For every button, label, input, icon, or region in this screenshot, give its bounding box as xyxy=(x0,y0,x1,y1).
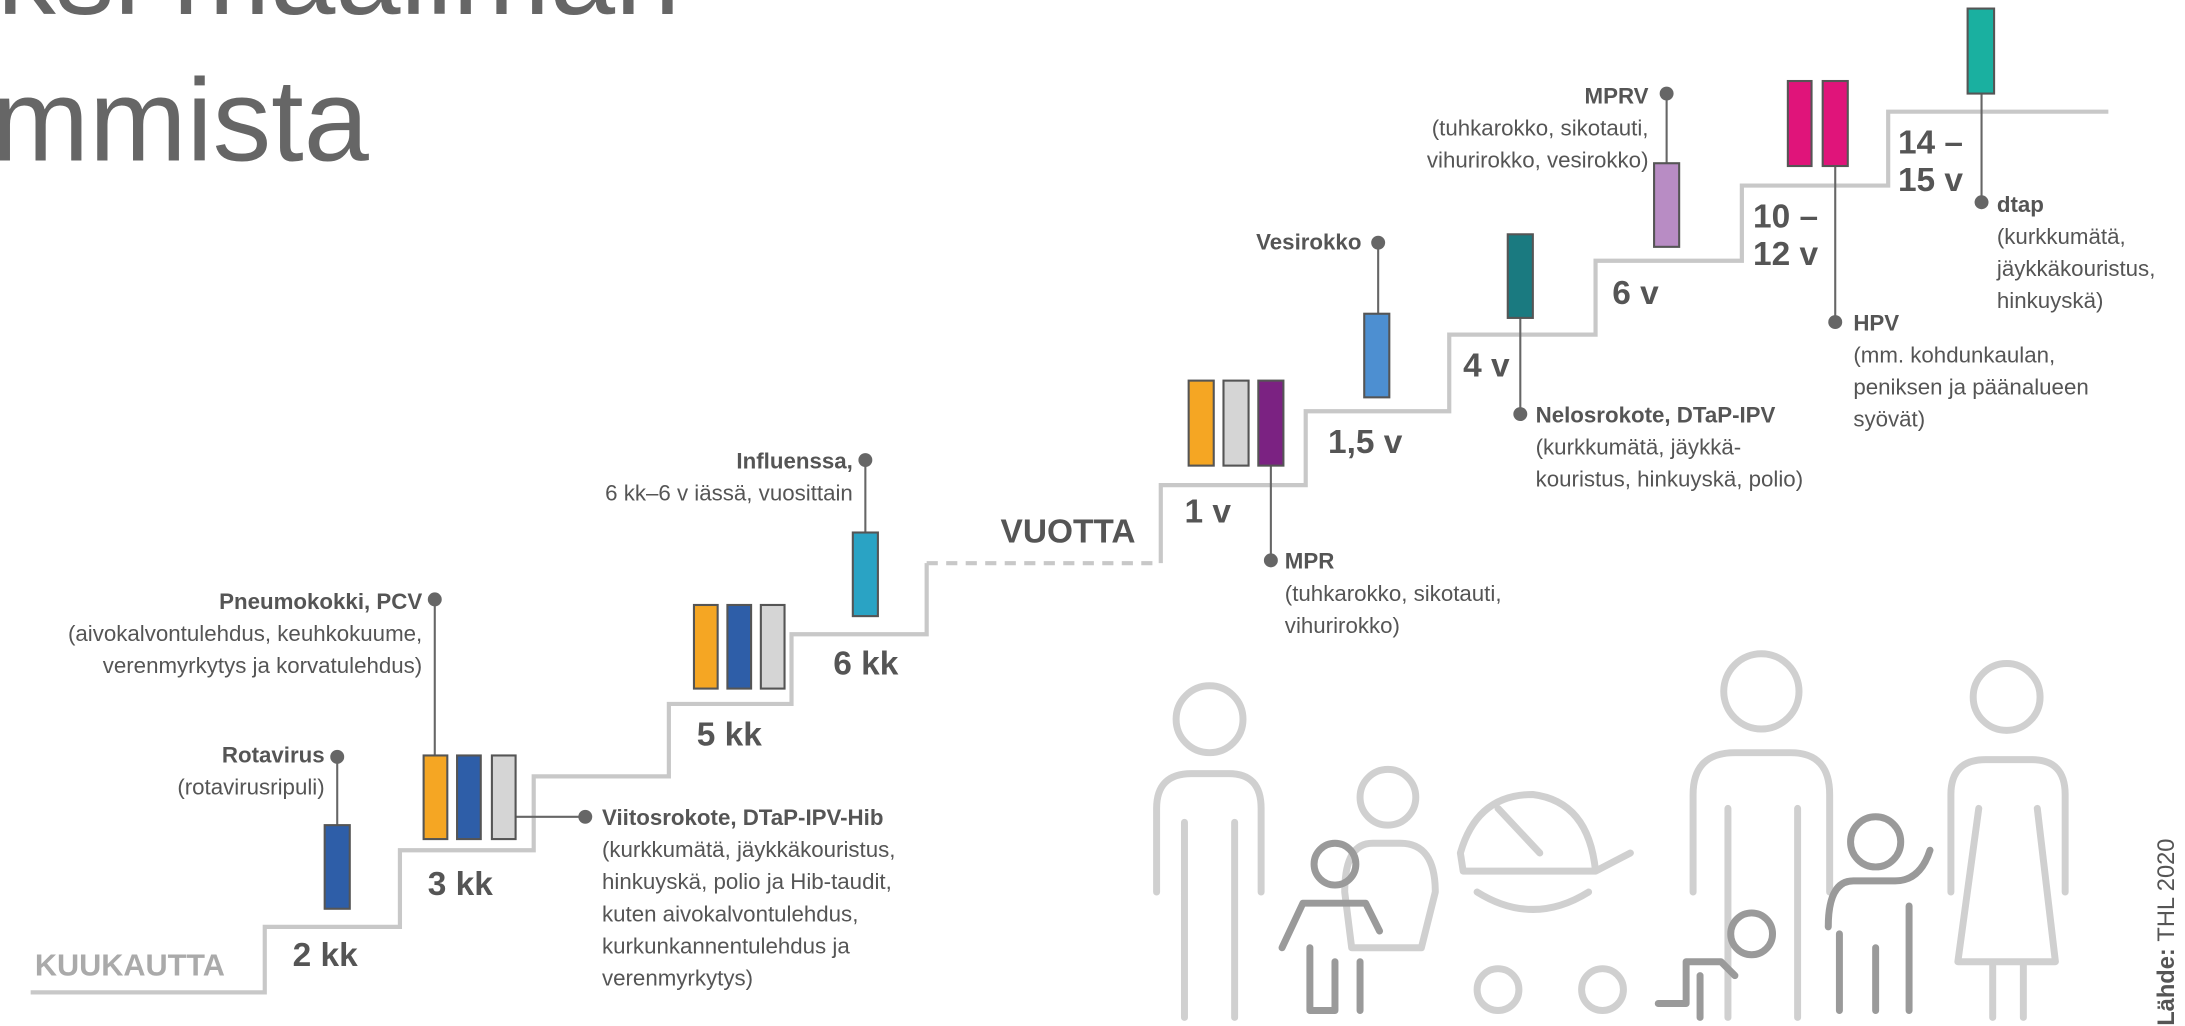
step-label: 6 kk xyxy=(833,646,898,683)
vaccine-description: (kurkkumätä, xyxy=(1997,224,2126,249)
vaccine-description: verenmyrkytys) xyxy=(602,965,753,990)
vaccine-description: (tuhkarokko, sikotauti, xyxy=(1432,115,1649,140)
vaccine-description: (kurkkumätä, jäykkä- xyxy=(1536,434,1742,459)
vaccine-name: Nelosrokote, DTaP-IPV xyxy=(1536,402,1776,427)
step-label: 2 kk xyxy=(293,937,358,974)
vaccination-diagram: ksi maailman mmista KUUKAUTTA VUOTTA xyxy=(0,0,2185,1026)
vaccine-description: 6 kk–6 v iässä, vuosittain xyxy=(605,480,853,505)
vaccine-name: MPRV xyxy=(1585,83,1649,108)
vaccine-description: (tuhkarokko, sikotauti, xyxy=(1285,581,1502,606)
title-line: mmista xyxy=(0,54,370,185)
source-label: Lähde: xyxy=(2154,948,2180,1026)
source: Lähde: THL 2020 xyxy=(2154,839,2180,1026)
vaccine-name: Vesirokko xyxy=(1256,230,1361,255)
vaccine-description: (mm. kohdunkaulan, xyxy=(1853,343,2055,368)
step-label: 1 v xyxy=(1184,494,1231,531)
step-label: 4 v xyxy=(1463,347,1510,384)
vaccine-name: Influenssa, xyxy=(736,448,852,473)
vaccine-description: kurkunkannentulehdus ja xyxy=(602,933,850,958)
vaccine-name: MPR xyxy=(1285,549,1335,574)
vaccine-description: hinkuyskä, polio ja Hib-taudit, xyxy=(602,869,892,894)
vaccine-description: kouristus, hinkuyskä, polio) xyxy=(1536,467,1804,492)
vaccine-name: Pneumokokki, PCV xyxy=(219,589,422,614)
vaccine-bars xyxy=(325,9,1994,909)
title-line: ksi maailman xyxy=(0,0,680,39)
step-label: 15 v xyxy=(1898,162,1963,199)
months-label: KUUKAUTTA xyxy=(35,949,225,983)
vaccine-description: vihurirokko, vesirokko) xyxy=(1427,147,1649,172)
vaccine-name: Viitosrokote, DTaP-IPV-Hib xyxy=(602,805,883,830)
vaccine-description: (aivokalvontulehdus, keuhkokuume, xyxy=(68,621,422,646)
years-label: VUOTTA xyxy=(1001,513,1136,550)
family-illustration xyxy=(1157,654,2066,1018)
step-label: 10 – xyxy=(1753,198,1818,235)
step-label: 1,5 v xyxy=(1328,424,1403,461)
vaccine-description: verenmyrkytys ja korvatulehdus) xyxy=(103,653,422,678)
vaccine-name: HPV xyxy=(1853,310,1899,335)
step-label: 14 – xyxy=(1898,124,1963,161)
vaccine-description: syövät) xyxy=(1853,407,1925,432)
source-text: THL 2020 xyxy=(2154,839,2180,942)
vaccine-name: Rotavirus xyxy=(222,742,325,767)
vaccine-description: hinkuyskä) xyxy=(1997,288,2104,313)
vaccine-description: kuten aivokalvontulehdus, xyxy=(602,901,858,926)
vaccine-description: peniksen ja päänalueen xyxy=(1853,375,2088,400)
step-label: 3 kk xyxy=(428,866,493,903)
step-label: 6 v xyxy=(1612,275,1659,312)
vaccine-description: vihurirokko) xyxy=(1285,613,1400,638)
vaccine-description: jäykkäkouristus, xyxy=(1996,256,2156,281)
vaccine-name: dtap xyxy=(1997,192,2044,217)
vaccine-description: (rotavirusripuli) xyxy=(177,774,324,799)
vaccine-description: (kurkkumätä, jäykkäkouristus, xyxy=(602,837,895,862)
step-label: 5 kk xyxy=(697,717,762,754)
step-label: 12 v xyxy=(1753,236,1818,273)
